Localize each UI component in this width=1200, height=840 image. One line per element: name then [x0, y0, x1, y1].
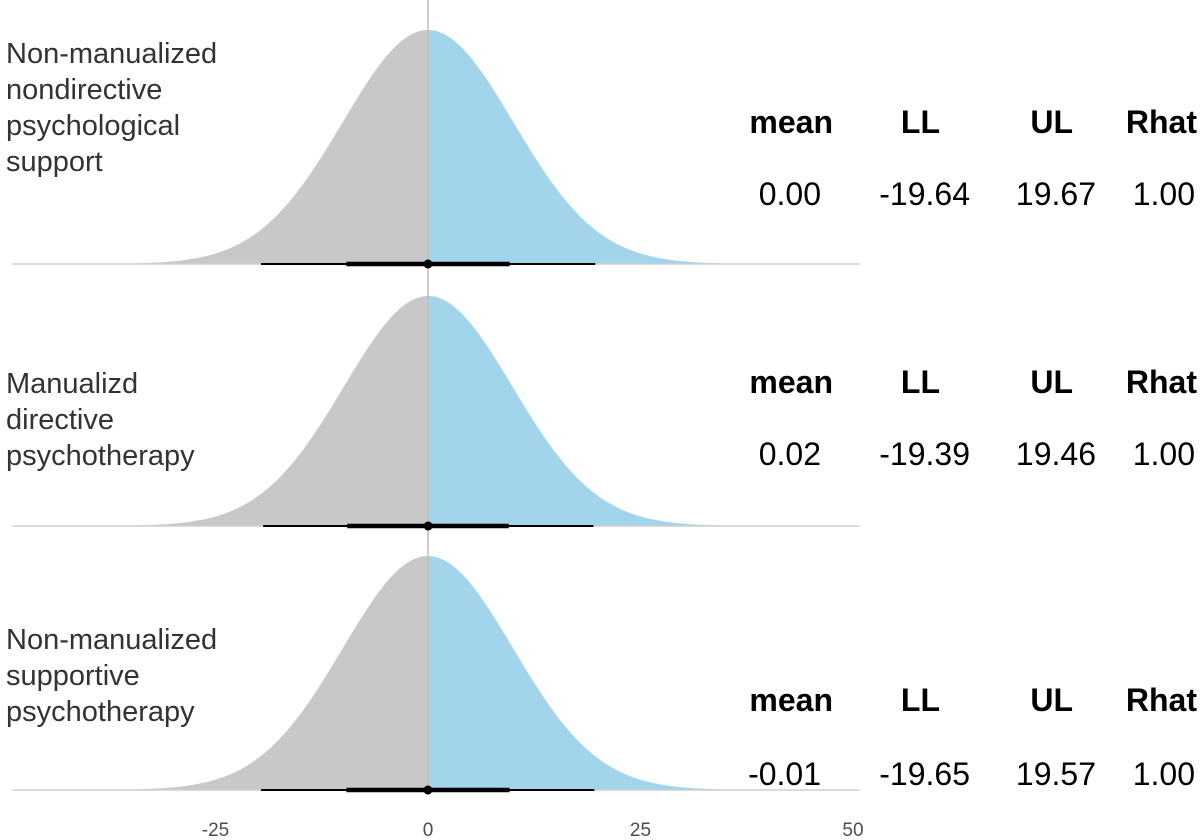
- point-estimate-0: [423, 259, 433, 269]
- header-ul: UL: [1030, 364, 1073, 400]
- value-ul: 19.46: [1015, 436, 1096, 472]
- value-rhat: 1.00: [1132, 436, 1195, 472]
- header-ll: LL: [900, 104, 940, 140]
- header-rhat: Rhat: [1125, 364, 1197, 400]
- value-mean: -0.01: [748, 756, 821, 792]
- value-ul: 19.67: [1015, 176, 1096, 212]
- x-tick-label: 25: [630, 820, 651, 840]
- row-label-0: Non-manualized nondirective psychologica…: [6, 36, 217, 180]
- row-label-line: Non-manualized: [6, 624, 218, 656]
- x-tick-label: -25: [202, 820, 229, 840]
- x-axis-ticks: -25 0 25 50: [202, 820, 864, 840]
- row-label-line: nondirective: [6, 74, 163, 106]
- point-estimate-2: [423, 785, 433, 795]
- header-rhat: Rhat: [1125, 104, 1197, 140]
- density-right-0: [428, 30, 786, 264]
- row-label-line: directive: [6, 404, 114, 436]
- point-estimate-1: [423, 521, 433, 531]
- value-rhat: 1.00: [1132, 756, 1195, 792]
- row-label-line: supportive: [6, 660, 140, 692]
- value-mean: 0.02: [758, 436, 821, 472]
- row-label-1: Manualizd directive psychotherapy: [6, 366, 195, 474]
- x-tick-label: 0: [423, 820, 434, 840]
- density-left-1: [74, 296, 429, 526]
- row-label-line: support: [6, 146, 103, 178]
- header-ll: LL: [900, 364, 940, 400]
- header-rhat: Rhat: [1125, 682, 1197, 718]
- row-label-line: Non-manualized: [6, 38, 218, 70]
- value-ll: -19.39: [879, 436, 970, 472]
- interval-layer: [260, 259, 596, 795]
- row-label-2: Non-manualized supportive psychotherapy: [6, 622, 217, 730]
- density-left-0: [70, 30, 428, 264]
- header-ll: LL: [900, 682, 940, 718]
- density-right-1: [428, 296, 782, 526]
- value-ul: 19.57: [1015, 756, 1096, 792]
- value-mean: 0.00: [758, 176, 821, 212]
- header-mean: mean: [749, 104, 833, 140]
- x-tick-label: 50: [842, 820, 863, 840]
- header-ul: UL: [1030, 682, 1073, 718]
- density-left-2: [70, 556, 428, 790]
- row-label-line: psychotherapy: [6, 440, 195, 472]
- value-rhat: 1.00: [1132, 176, 1195, 212]
- density-layer: [70, 30, 786, 790]
- value-ll: -19.64: [879, 176, 970, 212]
- header-mean: mean: [749, 364, 833, 400]
- row-label-line: psychotherapy: [6, 696, 195, 728]
- row-label-line: psychological: [6, 110, 181, 142]
- value-ll: -19.65: [879, 756, 970, 792]
- header-mean: mean: [749, 682, 833, 718]
- row-label-line: Manualizd: [6, 368, 139, 400]
- header-ul: UL: [1030, 104, 1073, 140]
- density-right-2: [428, 556, 786, 790]
